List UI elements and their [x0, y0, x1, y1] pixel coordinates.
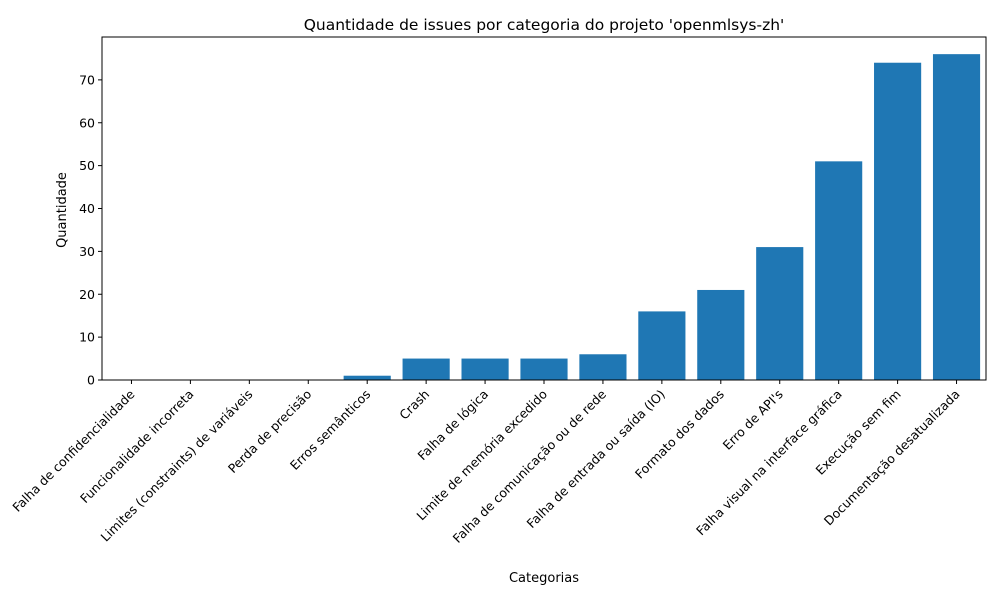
- y-axis: 0 10 20 30 40 50 60 70: [79, 72, 102, 388]
- bar: [402, 358, 450, 380]
- bar: [579, 354, 627, 380]
- bar: [461, 358, 509, 380]
- plot-area: [101, 36, 987, 381]
- bar: [697, 289, 745, 380]
- bar: [756, 247, 804, 380]
- bar: [520, 358, 568, 380]
- bar: [932, 54, 981, 381]
- y-tick-label: 60: [79, 115, 95, 130]
- x-tick-label: Funcionalidade incorreta: [77, 387, 197, 507]
- y-tick-label: 30: [79, 244, 95, 259]
- y-tick-label: 40: [79, 201, 95, 216]
- chart-title: Quantidade de issues por categoria do pr…: [304, 16, 785, 34]
- y-tick-label: 10: [79, 330, 95, 345]
- y-tick-label: 70: [79, 72, 95, 87]
- y-tick-label: 0: [87, 373, 95, 388]
- y-axis-label: Quantidade: [55, 172, 70, 248]
- x-axis-label: Categorias: [509, 571, 579, 586]
- x-tick-label: Falha de confidencialidade: [9, 386, 137, 514]
- bar: [874, 62, 922, 380]
- bar: [815, 161, 863, 380]
- bar: [638, 311, 686, 380]
- y-tick-label: 20: [79, 287, 95, 302]
- x-axis: Falha de confidencialidadeFuncionalidade…: [9, 380, 963, 546]
- y-tick-label: 50: [79, 158, 95, 173]
- x-tick-label: Erro de API's: [720, 387, 786, 453]
- bar: [343, 375, 391, 380]
- x-tick-label: Crash: [396, 387, 432, 423]
